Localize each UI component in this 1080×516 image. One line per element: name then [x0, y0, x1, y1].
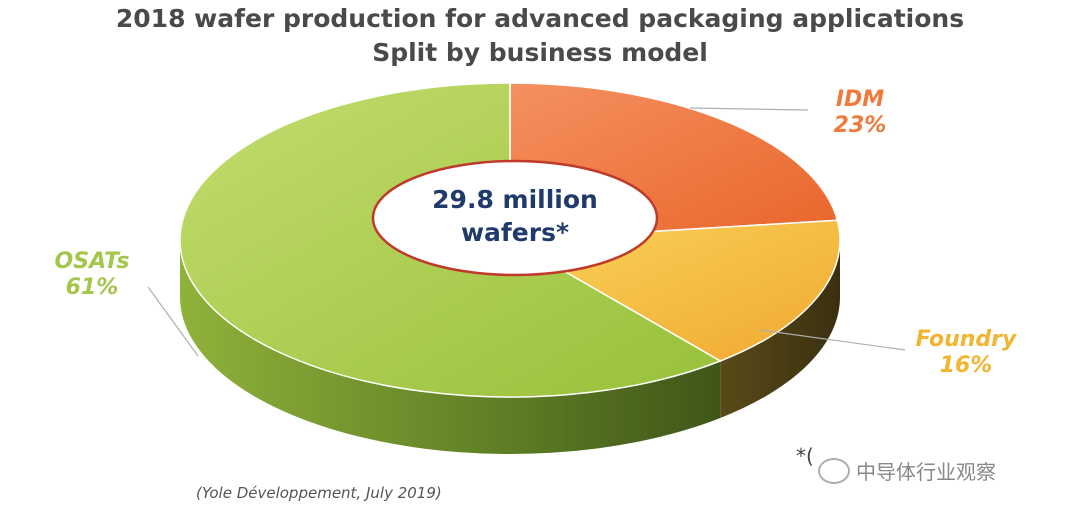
- slice-value-idm: 23%: [834, 113, 887, 138]
- source-note: (Yole Développement, July 2019): [196, 484, 442, 502]
- wechat-icon: [818, 457, 850, 484]
- leader-line-idm: [689, 107, 809, 111]
- chart-title: 2018 wafer production for advanced packa…: [115, 4, 965, 33]
- slice-value-foundry: 16%: [940, 353, 993, 378]
- center-label-ellipse: [371, 159, 659, 277]
- chart-title-block: 2018 wafer production for advanced packa…: [0, 2, 1080, 70]
- watermark: 中导体行业观察: [818, 456, 996, 485]
- watermark-text: 中导体行业观察: [856, 460, 996, 484]
- pie-side-osats: [180, 240, 721, 455]
- center-label-line: wafers*: [461, 218, 569, 247]
- pie-side-foundry: [720, 240, 840, 418]
- slice-value-osats: 61%: [66, 275, 119, 300]
- slice-label-idm: IDM: [836, 87, 884, 112]
- footnote-marker: *(: [796, 444, 814, 468]
- chart-subtitle: Split by business model: [372, 38, 708, 67]
- leader-line-foundry: [759, 329, 906, 351]
- center-label-line: 29.8 million: [432, 185, 598, 214]
- slice-label-osats: OSATs: [55, 249, 130, 274]
- slice-label-foundry: Foundry: [916, 327, 1018, 352]
- leader-line-osats: [147, 286, 199, 357]
